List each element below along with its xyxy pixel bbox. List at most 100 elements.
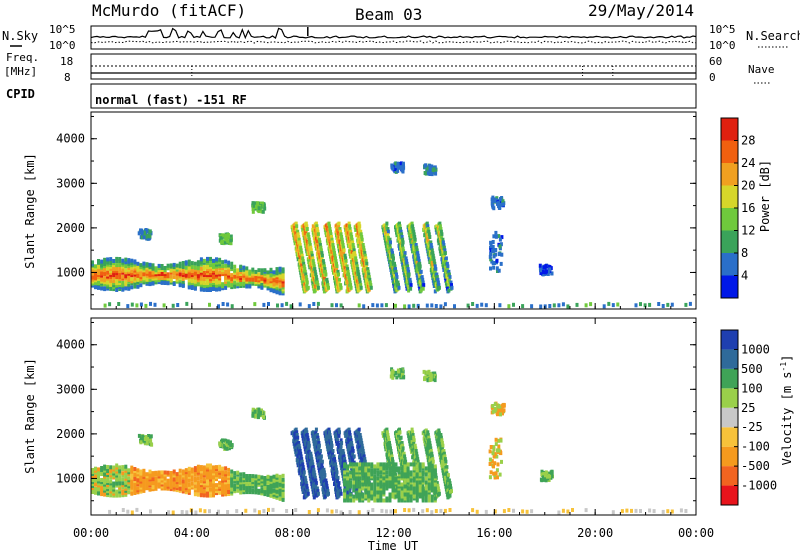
data-cell: [115, 463, 119, 468]
data-cell: [488, 462, 492, 466]
data-cell: [352, 494, 356, 499]
data-cell: [229, 234, 233, 239]
data-cell: [248, 490, 252, 495]
data-cell: [202, 264, 206, 269]
data-cell: [349, 438, 353, 443]
data-cell: [190, 477, 194, 482]
data-cell: [91, 260, 94, 265]
data-cell: [500, 235, 504, 240]
data-cell: [393, 264, 397, 269]
data-cell: [475, 303, 479, 308]
data-cell: [163, 268, 167, 273]
data-cell: [348, 433, 352, 437]
data-cell: [206, 481, 209, 486]
data-cell: [139, 302, 143, 307]
data-cell: [269, 475, 273, 480]
data-cell: [362, 451, 366, 456]
data-cell: [166, 263, 170, 268]
data-cell: [307, 237, 311, 242]
data-cell: [409, 494, 413, 499]
data-cell: [502, 408, 506, 413]
data-cell: [347, 221, 351, 226]
data-cell: [257, 474, 261, 479]
data-cell: [115, 288, 119, 292]
data-cell: [436, 483, 440, 488]
data-cell: [269, 267, 273, 272]
data-cell: [230, 265, 234, 270]
data-cell: [429, 240, 433, 245]
data-cell: [430, 248, 434, 253]
data-cell: [227, 467, 231, 472]
data-cell: [406, 498, 410, 503]
data-cell: [495, 201, 499, 206]
data-cell: [106, 477, 110, 481]
data-cell: [371, 303, 375, 308]
data-cell: [361, 478, 365, 483]
ytick-label: 4000: [56, 132, 85, 146]
data-cell: [148, 282, 152, 287]
data-cell: [370, 468, 374, 473]
data-cell: [341, 243, 345, 247]
data-cell: [388, 496, 392, 501]
data-cell: [311, 281, 315, 286]
data-cell: [242, 267, 246, 272]
data-cell: [160, 272, 164, 276]
data-cell: [415, 248, 419, 253]
data-cell: [254, 474, 258, 479]
data-cell: [398, 221, 401, 226]
data-cell: [178, 272, 182, 277]
freq-label: Freq.: [6, 51, 39, 64]
data-cell: [419, 269, 423, 274]
data-cell: [319, 245, 323, 250]
data-cell: [466, 303, 470, 308]
data-cell: [115, 263, 119, 268]
data-cell: [370, 490, 374, 495]
data-cell: [334, 259, 338, 264]
data-cell: [252, 203, 256, 208]
data-cell: [427, 474, 431, 479]
data-cell: [301, 227, 305, 232]
data-cell: [349, 285, 353, 290]
data-cell: [497, 234, 501, 239]
data-cell: [541, 272, 545, 277]
data-cell: [352, 245, 356, 250]
data-cell: [405, 259, 409, 264]
data-cell: [450, 283, 453, 288]
data-cell: [146, 236, 150, 241]
data-cell: [391, 251, 394, 256]
data-cell: [196, 492, 200, 497]
data-cell: [323, 473, 327, 478]
data-cell: [314, 221, 318, 226]
data-cell: [172, 265, 176, 270]
data-cell: [346, 267, 350, 272]
data-cell: [358, 280, 362, 285]
data-cell: [497, 205, 501, 210]
noise-traces: [90, 27, 697, 44]
data-cell: [412, 494, 416, 499]
data-cell: [326, 489, 330, 494]
data-cell: [350, 256, 354, 261]
data-cell: [266, 478, 270, 483]
data-cell: [391, 457, 394, 462]
data-cell: [302, 261, 306, 266]
data-cell: [539, 304, 543, 309]
data-cell: [145, 267, 149, 272]
data-cell: [386, 227, 390, 231]
data-cell: [169, 471, 173, 475]
data-cell: [230, 261, 234, 266]
data-cell: [386, 433, 390, 437]
data-cell: [358, 277, 362, 282]
data-cell: [453, 304, 456, 309]
data-cell: [316, 491, 320, 496]
data-cell: [342, 454, 346, 459]
data-cell: [318, 243, 322, 247]
data-cell: [339, 229, 342, 234]
data-cell: [439, 433, 443, 437]
data-cell: [230, 273, 234, 278]
data-cell: [370, 462, 374, 467]
data-cell: [196, 260, 200, 265]
data-cell: [358, 466, 362, 471]
data-cell: [391, 253, 395, 258]
data-cell: [442, 449, 446, 453]
data-cell: [334, 465, 338, 470]
